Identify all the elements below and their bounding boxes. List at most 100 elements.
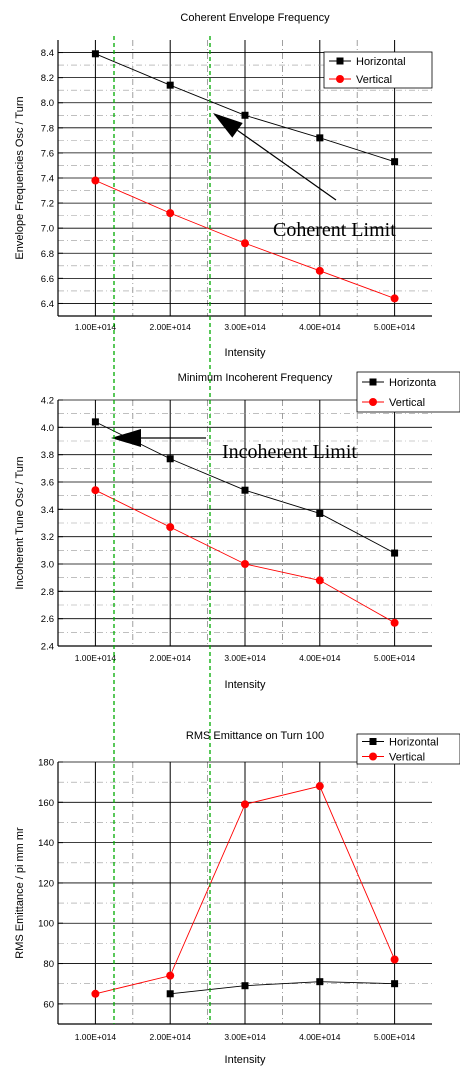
- data-point-vertical: [166, 523, 175, 532]
- legend-marker-vertical: [369, 752, 377, 761]
- chart-title: Minimum Incoherent Frequency: [178, 372, 333, 384]
- annotation-arrow-head: [213, 113, 243, 138]
- legend: Horizonta Vertical: [356, 371, 460, 413]
- y-tick-label: 6.8: [41, 249, 54, 260]
- y-tick-label: 7.8: [41, 123, 54, 134]
- legend: Horizontal Vertical: [323, 51, 433, 89]
- data-point-horizontal: [166, 455, 174, 463]
- data-point-horizontal: [316, 978, 324, 986]
- data-point-vertical: [315, 576, 324, 585]
- data-point-vertical: [166, 971, 175, 980]
- legend-marker-horizontal: [369, 378, 377, 386]
- y-tick-label: 120: [38, 878, 54, 889]
- x-axis-label: Intensity: [225, 347, 266, 359]
- x-tick-label: 2.00E+014: [150, 322, 192, 332]
- data-point-vertical: [315, 782, 324, 791]
- y-tick-label: 7.6: [41, 148, 54, 159]
- data-point-vertical: [390, 955, 399, 964]
- data-point-vertical: [91, 989, 100, 998]
- x-tick-label: 5.00E+014: [374, 1032, 416, 1042]
- legend-label: Vertical: [356, 74, 392, 86]
- legend-label: Horizontal: [356, 56, 406, 68]
- y-tick-label: 7.4: [41, 174, 54, 185]
- data-point-horizontal: [166, 81, 174, 89]
- x-tick-label: 4.00E+014: [299, 1032, 341, 1042]
- y-tick-label: 3.8: [41, 450, 54, 461]
- data-point-vertical: [315, 266, 324, 275]
- y-tick-label: 3.0: [41, 560, 54, 571]
- x-tick-label: 5.00E+014: [374, 322, 416, 332]
- data-point-vertical: [241, 239, 249, 248]
- series-line-horizontal: [170, 981, 395, 995]
- x-tick-label: 1.00E+014: [75, 322, 117, 332]
- y-tick-label: 7.0: [41, 224, 54, 235]
- chart-title: RMS Emittance on Turn 100: [186, 730, 324, 742]
- annotation-arrow-shaft: [237, 129, 337, 201]
- y-tick-label: 6.6: [41, 274, 54, 285]
- legend-marker-vertical: [369, 398, 377, 406]
- y-tick-label: 80: [43, 959, 54, 970]
- chart-panel-2: Minimum Incoherent Frequency 2.4 2.6 2.8 3.0…: [14, 371, 460, 691]
- data-point-horizontal: [316, 509, 324, 517]
- data-point-vertical: [91, 176, 100, 185]
- data-point-horizontal: [91, 50, 99, 58]
- y-tick-label: 4.2: [41, 396, 54, 407]
- annotation-text: Incoherent Limit: [222, 441, 357, 463]
- data-point-horizontal: [166, 990, 174, 998]
- x-tick-label: 3.00E+014: [224, 1032, 266, 1042]
- y-tick-label: 140: [38, 838, 54, 849]
- legend-label: Vertical: [389, 752, 425, 764]
- y-tick-label: 7.2: [41, 199, 54, 210]
- data-point-vertical: [241, 560, 249, 568]
- y-axis-label: Incoherent Tune Osc / Turn: [14, 456, 26, 589]
- legend-marker-horizontal: [336, 57, 344, 65]
- y-tick-label: 100: [38, 919, 54, 930]
- y-tick-label: 180: [38, 758, 54, 769]
- y-tick-label: 8.0: [41, 98, 54, 109]
- data-point-horizontal: [391, 980, 399, 988]
- x-tick-label: 3.00E+014: [224, 322, 266, 332]
- y-tick-label: 3.4: [41, 505, 54, 516]
- y-tick-label: 3.6: [41, 478, 54, 489]
- annotation: Incoherent Limit: [111, 429, 357, 463]
- chart-title: Coherent Envelope Frequency: [180, 12, 330, 24]
- data-point-horizontal: [391, 158, 399, 166]
- annotation-text: Coherent Limit: [273, 219, 396, 241]
- y-tick-label: 2.8: [41, 587, 54, 598]
- x-tick-label: 4.00E+014: [299, 653, 341, 663]
- x-axis-label: Intensity: [225, 679, 266, 691]
- chart-panel-3: RMS Emittance on Turn 100 60 80 100 120 140 16…: [14, 730, 460, 1066]
- y-tick-label: 60: [43, 999, 54, 1010]
- data-point-vertical: [390, 294, 399, 303]
- annotation-arrow-head: [111, 429, 141, 447]
- y-tick-label: 8.2: [41, 73, 54, 84]
- data-point-horizontal: [241, 111, 249, 119]
- data-point-vertical: [390, 618, 399, 627]
- y-tick-label: 4.0: [41, 423, 54, 434]
- chart-panel-1: Coherent Envelope Frequency 6.4 6.6 6.8 7.0 7…: [14, 12, 433, 359]
- y-tick-label: 2.4: [41, 642, 54, 653]
- legend-label: Horizonta: [389, 377, 437, 389]
- y-tick-label: 3.2: [41, 532, 54, 543]
- x-tick-label: 4.00E+014: [299, 322, 341, 332]
- x-tick-label: 2.00E+014: [150, 1032, 192, 1042]
- data-point-horizontal: [91, 418, 99, 426]
- y-tick-label: 2.6: [41, 614, 54, 625]
- legend-marker-vertical: [336, 75, 344, 83]
- legend-marker-horizontal: [369, 738, 377, 745]
- legend-label: Horizontal: [389, 737, 439, 749]
- x-tick-label: 3.00E+014: [224, 653, 266, 663]
- data-point-horizontal: [316, 134, 324, 142]
- legend-label: Vertical: [389, 397, 425, 409]
- legend: Horizontal Vertical: [356, 733, 460, 765]
- x-tick-label: 2.00E+014: [150, 653, 192, 663]
- x-axis-label: Intensity: [225, 1054, 266, 1066]
- data-point-vertical: [166, 209, 175, 218]
- data-point-vertical: [241, 800, 249, 809]
- y-axis-label: RMS Emittance / pi mm mr: [14, 827, 26, 959]
- x-tick-label: 5.00E+014: [374, 653, 416, 663]
- y-tick-label: 160: [38, 798, 54, 809]
- y-tick-label: 6.4: [41, 299, 54, 310]
- data-point-horizontal: [391, 549, 399, 557]
